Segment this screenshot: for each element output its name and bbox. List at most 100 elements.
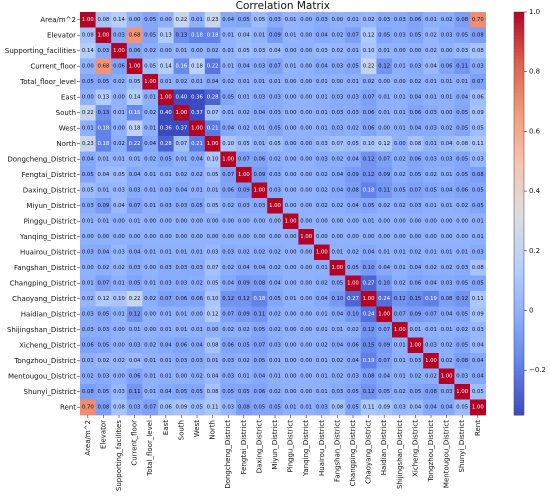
heatmap-cell: [407, 306, 424, 323]
colorbar-segment: [514, 126, 524, 131]
cell-value-label: 0.02: [222, 265, 234, 271]
cell-value-label: 0.05: [363, 203, 375, 209]
cell-value-label: 0.03: [441, 156, 453, 162]
heatmap-cell: [282, 291, 299, 307]
cell-value-label: 0.02: [113, 265, 125, 271]
y-tick-label: Current_floor: [30, 62, 76, 70]
cell-value-label: 1.00: [160, 94, 172, 100]
heatmap-cell: [126, 291, 143, 307]
cell-value-label: 0.00: [176, 373, 188, 379]
cell-value-label: 0.04: [176, 187, 188, 193]
cell-value-label: 0.10: [222, 141, 234, 147]
heatmap-cell: [204, 167, 221, 183]
colorbar-segment: [514, 294, 524, 298]
heatmap-cell: [95, 43, 112, 59]
heatmap-cell: [470, 43, 486, 59]
heatmap-cell: [360, 399, 377, 416]
cell-value-label: 0.00: [222, 234, 234, 240]
colorbar-tick-label: 0.8: [529, 68, 540, 76]
heatmap-cell: [314, 74, 330, 90]
heatmap-cell: [345, 353, 362, 369]
cell-value-label: 0.03: [113, 32, 125, 38]
cell-value-label: 0.00: [332, 17, 344, 23]
heatmap-cell: [204, 58, 221, 75]
heatmap-cell: [423, 43, 440, 59]
cell-value-label: 0.03: [425, 156, 437, 162]
cell-value-label: 0.04: [191, 156, 203, 162]
heatmap-cell: [282, 182, 299, 199]
cell-value-label: 0.10: [332, 296, 344, 302]
heatmap-cell: [158, 74, 174, 90]
heatmap-cell: [251, 151, 268, 168]
heatmap-cell: [376, 399, 393, 416]
heatmap-cell: [189, 136, 206, 152]
cell-value-label: 0.04: [347, 358, 359, 364]
cell-value-label: 0.14: [113, 17, 125, 23]
heatmap-cell: [158, 198, 174, 214]
cell-value-label: 0.02: [316, 342, 328, 348]
colorbar-segment: [514, 277, 524, 282]
cell-value-label: 0.04: [222, 125, 234, 131]
heatmap-cell: [345, 291, 362, 307]
colorbar-segment: [514, 163, 524, 167]
cell-value-label: 0.00: [300, 265, 312, 271]
heatmap-cell: [251, 74, 268, 90]
cell-value-label: 0.06: [472, 94, 484, 100]
heatmap-cell: [251, 275, 268, 292]
heatmap-cell: [423, 198, 440, 214]
cell-value-label: 0.00: [207, 218, 219, 224]
colorbar-segment: [514, 378, 524, 382]
cell-value-label: 0.03: [394, 17, 406, 23]
cell-value-label: 0.03: [191, 265, 203, 271]
heatmap-cell: [454, 105, 471, 121]
heatmap-cell: [189, 182, 206, 199]
cell-value-label: 0.01: [332, 327, 344, 333]
cell-value-label: 0.03: [113, 389, 125, 395]
cell-value-label: 0.04: [254, 265, 266, 271]
cell-value-label: 0.03: [410, 63, 422, 69]
heatmap-cell: [345, 229, 362, 245]
colorbar-segment: [514, 361, 524, 366]
x-tick-label: Chaoyang_District: [365, 420, 373, 484]
heatmap-cell: [314, 322, 330, 338]
cell-value-label: 0.01: [176, 48, 188, 54]
cell-value-label: 0.00: [160, 48, 172, 54]
heatmap-cell: [329, 198, 346, 214]
colorbar-segment: [514, 95, 524, 100]
cell-value-label: 0.03: [472, 249, 484, 255]
heatmap-cell: [392, 27, 408, 44]
cell-value-label: 0.02: [191, 280, 203, 286]
cell-value-label: 0.00: [113, 342, 125, 348]
colorbar-segment: [514, 153, 524, 157]
heatmap-cell: [126, 368, 143, 385]
cell-value-label: 0.05: [254, 17, 266, 23]
cell-value-label: 0.00: [113, 234, 125, 240]
colorbar-segment: [514, 166, 524, 171]
cell-value-label: 0.10: [207, 296, 219, 302]
cell-value-label: 0.01: [113, 110, 125, 116]
cell-value-label: 0.03: [425, 342, 437, 348]
heatmap-cell: [251, 182, 268, 199]
heatmap-cell: [470, 167, 486, 183]
cell-value-label: 0.18: [98, 141, 110, 147]
cell-value-label: 0.05: [82, 172, 94, 178]
cell-value-label: 0.01: [82, 125, 94, 131]
cell-value-label: 0.02: [176, 172, 188, 178]
heatmap-cell: [236, 105, 252, 121]
heatmap-cell: [126, 384, 143, 400]
cell-value-label: 0.04: [410, 125, 422, 131]
cell-value-label: 0.11: [378, 187, 390, 193]
cell-value-label: 0.02: [269, 249, 281, 255]
heatmap-cell: [95, 167, 112, 183]
heatmap-cell: [407, 353, 424, 369]
heatmap-cell: [392, 213, 408, 230]
heatmap-cell: [126, 275, 143, 292]
heatmap-cell: [438, 306, 455, 323]
cell-value-label: 0.05: [269, 404, 281, 410]
cell-value-label: 0.08: [254, 280, 266, 286]
cell-value-label: 0.00: [332, 234, 344, 240]
cell-value-label: 0.05: [222, 94, 234, 100]
heatmap-cell: [423, 120, 440, 137]
cell-value-label: 0.01: [176, 327, 188, 333]
cell-value-label: 0.03: [347, 110, 359, 116]
